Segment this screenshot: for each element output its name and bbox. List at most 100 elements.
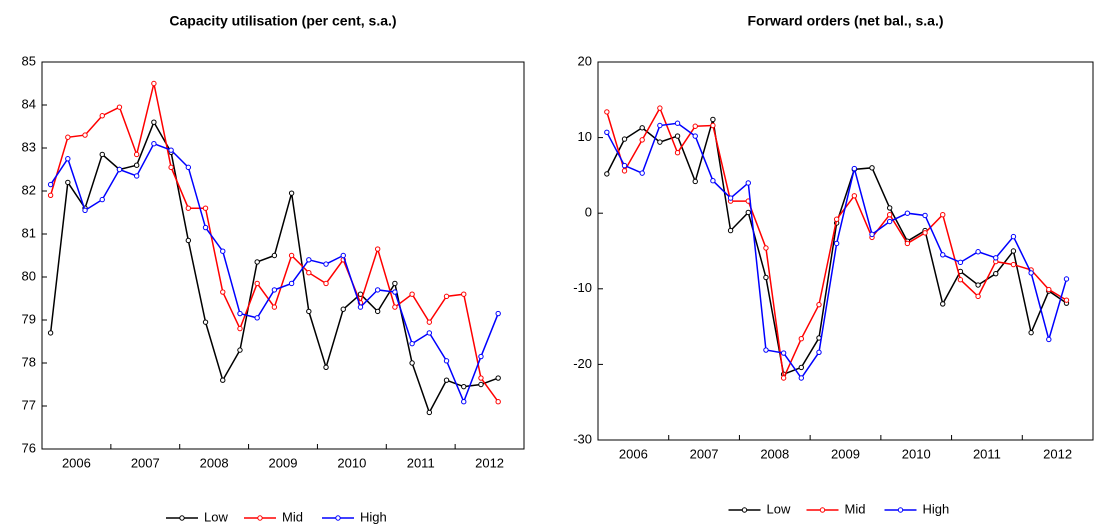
point: [443, 358, 450, 364]
point: [657, 105, 663, 111]
point: [65, 179, 71, 186]
point: [392, 289, 398, 295]
point: [639, 137, 645, 143]
y-tick-label: -10: [573, 280, 592, 295]
point: [254, 315, 260, 321]
legend-label: Mid: [845, 501, 866, 516]
point: [426, 409, 433, 416]
point: [340, 252, 346, 259]
y-tick-label: 0: [585, 205, 592, 220]
chart-title: Forward orders (net bal., s.a.): [747, 13, 943, 29]
point: [710, 116, 716, 123]
point: [904, 240, 911, 247]
point: [392, 304, 398, 310]
point: [168, 147, 174, 153]
point: [780, 375, 787, 381]
point: [816, 301, 822, 308]
legend-marker: [179, 515, 185, 521]
point: [271, 252, 278, 259]
point: [374, 246, 381, 252]
point: [495, 399, 501, 405]
legend-marker: [257, 515, 263, 521]
legend-label: High: [923, 501, 950, 516]
series-line: [606, 122, 1068, 380]
point: [288, 280, 295, 287]
y-tick-label: 77: [22, 397, 36, 412]
point: [133, 162, 140, 168]
point: [495, 310, 501, 317]
point: [657, 139, 663, 145]
y-tick-label: 85: [22, 53, 36, 68]
point: [833, 216, 840, 222]
point: [886, 212, 893, 218]
point: [185, 205, 192, 211]
point: [357, 304, 364, 310]
point: [461, 383, 467, 390]
point: [851, 193, 858, 199]
legend-marker: [741, 507, 748, 513]
point: [886, 205, 893, 211]
y-tick-label: 79: [22, 311, 36, 326]
point: [692, 133, 698, 139]
x-tick-label: 2011: [973, 446, 1001, 461]
point: [975, 249, 981, 255]
point: [816, 349, 822, 356]
point: [82, 132, 88, 138]
point: [65, 156, 71, 162]
y-tick-label: 20: [578, 53, 592, 68]
point: [461, 291, 467, 297]
point: [461, 399, 467, 405]
point: [763, 245, 769, 251]
point: [237, 310, 243, 317]
point: [306, 270, 312, 276]
point: [940, 301, 946, 307]
x-tick-label: 2008: [760, 446, 789, 461]
point: [727, 227, 734, 234]
point: [1063, 276, 1070, 282]
point: [922, 230, 928, 236]
point: [409, 291, 415, 297]
point: [443, 377, 450, 383]
point: [674, 150, 681, 156]
point: [237, 325, 243, 332]
point: [710, 177, 716, 184]
point: [780, 350, 787, 356]
x-tick-label: 2009: [269, 455, 298, 470]
point: [47, 181, 54, 188]
point: [621, 162, 628, 169]
plot-frame: [41, 61, 525, 450]
point: [1046, 286, 1052, 293]
y-tick-label: 82: [22, 182, 36, 197]
point: [833, 240, 840, 247]
x-tick-label: 2012: [475, 455, 504, 470]
point: [426, 330, 433, 336]
x-tick-label: 2007: [690, 446, 719, 461]
point: [886, 218, 893, 225]
point: [1028, 329, 1034, 336]
point: [727, 195, 734, 201]
point: [116, 104, 123, 110]
point: [639, 170, 645, 176]
legend-marker: [897, 507, 904, 513]
chart-title: Capacity utilisation (per cent, s.a.): [169, 13, 396, 29]
point: [254, 280, 260, 287]
legend-marker: [819, 507, 826, 513]
point: [220, 289, 226, 295]
point: [306, 308, 312, 315]
point: [271, 287, 278, 293]
point: [1028, 270, 1034, 276]
point: [975, 282, 981, 288]
y-tick-label: 80: [22, 268, 36, 283]
point: [340, 306, 346, 312]
series-line: [49, 142, 499, 404]
point: [993, 270, 999, 277]
x-tick-label: 2007: [131, 455, 160, 470]
legend-label: Mid: [282, 509, 303, 524]
point: [185, 237, 192, 244]
point: [993, 255, 999, 261]
point: [271, 304, 278, 310]
y-tick-label: 10: [578, 129, 592, 144]
plot-frame: [597, 61, 1094, 441]
legend-label: High: [360, 509, 387, 524]
point: [763, 274, 769, 281]
